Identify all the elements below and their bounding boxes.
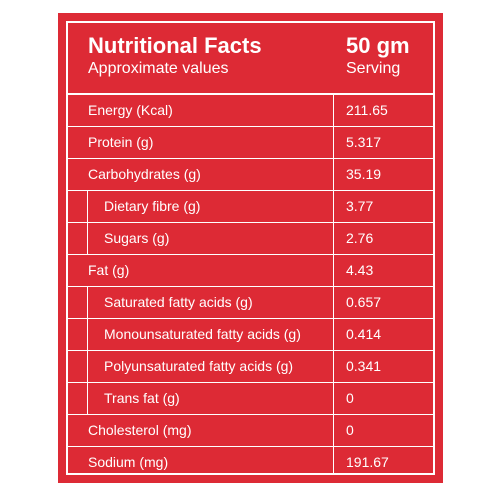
nutrient-label: Sugars (g) bbox=[104, 230, 170, 246]
row-indent bbox=[68, 351, 88, 382]
nutrient-value: 0.657 bbox=[346, 294, 382, 310]
nutrient-value: 0 bbox=[346, 390, 354, 406]
nutrient-value: 211.65 bbox=[346, 102, 388, 118]
nutrient-label: Carbohydrates (g) bbox=[88, 166, 201, 182]
nutrient-label: Fat (g) bbox=[88, 262, 130, 278]
nutrient-value: 191.67 bbox=[346, 454, 389, 470]
nutrient-value: 4.43 bbox=[346, 262, 374, 278]
table-title: Nutritional Facts bbox=[88, 33, 262, 58]
table-row: Protein (g) 5.317 bbox=[68, 127, 433, 159]
nutrient-value: 0.414 bbox=[346, 326, 382, 342]
nutrient-label: Saturated fatty acids (g) bbox=[104, 294, 253, 310]
nutrition-panel: Nutritional Facts Approximate values 50 … bbox=[58, 13, 443, 483]
table-subtitle: Approximate values bbox=[88, 60, 229, 77]
table-row: Sodium (mg) 191.67 bbox=[68, 447, 433, 479]
nutrient-rows: Energy (Kcal) 211.65 Protein (g) 5.317 Car… bbox=[68, 95, 433, 479]
nutrient-value: 3.77 bbox=[346, 198, 374, 214]
table-row: Monounsaturated fatty acids (g) 0.414 bbox=[68, 319, 433, 351]
table-row: Saturated fatty acids (g) 0.657 bbox=[68, 287, 433, 319]
nutrient-label: Monounsaturated fatty acids (g) bbox=[104, 326, 301, 342]
serving-label: Serving bbox=[346, 60, 401, 77]
row-indent bbox=[68, 383, 88, 414]
nutrient-label: Sodium (mg) bbox=[88, 454, 169, 470]
serving-quantity: 50 gm bbox=[346, 33, 410, 58]
nutrient-label: Trans fat (g) bbox=[104, 390, 180, 406]
nutrient-label: Dietary fibre (g) bbox=[104, 198, 201, 214]
table-row: Cholesterol (mg) 0 bbox=[68, 415, 433, 447]
table-header: Nutritional Facts Approximate values 50 … bbox=[68, 23, 433, 95]
nutrient-label: Cholesterol (mg) bbox=[88, 422, 192, 438]
table-row: Sugars (g) 2.76 bbox=[68, 223, 433, 255]
nutrient-label: Protein (g) bbox=[88, 134, 154, 150]
row-indent bbox=[68, 287, 88, 318]
table-row: Dietary fibre (g) 3.77 bbox=[68, 191, 433, 223]
row-indent bbox=[68, 223, 88, 254]
table-row: Trans fat (g) 0 bbox=[68, 383, 433, 415]
table-row: Polyunsaturated fatty acids (g) 0.341 bbox=[68, 351, 433, 383]
column-divider bbox=[333, 95, 334, 475]
table-row: Energy (Kcal) 211.65 bbox=[68, 95, 433, 127]
nutrient-label: Energy (Kcal) bbox=[88, 102, 173, 118]
nutrient-value: 5.317 bbox=[346, 134, 382, 150]
nutrient-label: Polyunsaturated fatty acids (g) bbox=[104, 358, 294, 374]
row-indent bbox=[68, 319, 88, 350]
nutrition-table: Nutritional Facts Approximate values 50 … bbox=[66, 21, 435, 475]
table-row: Fat (g) 4.43 bbox=[68, 255, 433, 287]
row-indent bbox=[68, 191, 88, 222]
nutrient-value: 0 bbox=[346, 422, 354, 438]
nutrient-value: 0.341 bbox=[346, 358, 382, 374]
nutrient-value: 35.19 bbox=[346, 166, 382, 182]
table-row: Carbohydrates (g) 35.19 bbox=[68, 159, 433, 191]
nutrient-value: 2.76 bbox=[346, 230, 374, 246]
